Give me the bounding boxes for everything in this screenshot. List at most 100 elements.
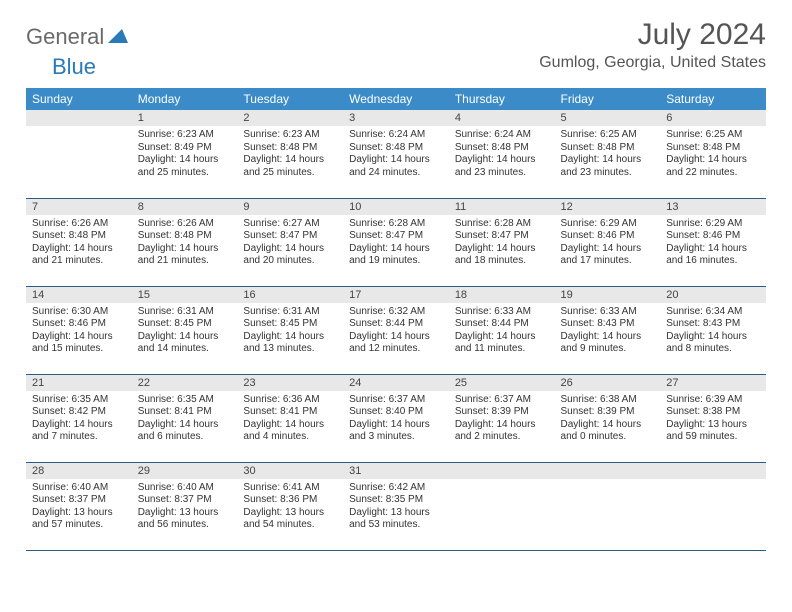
day-data: Sunrise: 6:37 AMSunset: 8:40 PMDaylight:…: [343, 391, 449, 449]
day-data: Sunrise: 6:26 AMSunset: 8:48 PMDaylight:…: [26, 215, 132, 273]
calendar-day-cell: 11Sunrise: 6:28 AMSunset: 8:47 PMDayligh…: [449, 198, 555, 286]
sunset-text: Sunset: 8:42 PM: [32, 406, 126, 419]
daylight-text: Daylight: 14 hours and 23 minutes.: [455, 154, 549, 179]
calendar-day-cell: 20Sunrise: 6:34 AMSunset: 8:43 PMDayligh…: [660, 286, 766, 374]
day-data: Sunrise: 6:28 AMSunset: 8:47 PMDaylight:…: [449, 215, 555, 273]
calendar-day-cell: 9Sunrise: 6:27 AMSunset: 8:47 PMDaylight…: [237, 198, 343, 286]
dayheader-thursday: Thursday: [449, 88, 555, 110]
sunset-text: Sunset: 8:48 PM: [243, 142, 337, 155]
day-number: 27: [660, 375, 766, 391]
sunrise-text: Sunrise: 6:24 AM: [349, 129, 443, 142]
sunset-text: Sunset: 8:46 PM: [32, 318, 126, 331]
day-number: 19: [555, 287, 661, 303]
day-data: Sunrise: 6:33 AMSunset: 8:44 PMDaylight:…: [449, 303, 555, 361]
day-number: [26, 110, 132, 126]
sunset-text: Sunset: 8:35 PM: [349, 494, 443, 507]
sunset-text: Sunset: 8:43 PM: [561, 318, 655, 331]
daylight-text: Daylight: 14 hours and 8 minutes.: [666, 331, 760, 356]
dayheader-saturday: Saturday: [660, 88, 766, 110]
day-number: 10: [343, 199, 449, 215]
day-data: Sunrise: 6:41 AMSunset: 8:36 PMDaylight:…: [237, 479, 343, 537]
day-data: Sunrise: 6:39 AMSunset: 8:38 PMDaylight:…: [660, 391, 766, 449]
sunset-text: Sunset: 8:40 PM: [349, 406, 443, 419]
daylight-text: Daylight: 13 hours and 56 minutes.: [138, 507, 232, 532]
day-number: 11: [449, 199, 555, 215]
day-number: 16: [237, 287, 343, 303]
brand-triangle-icon: [108, 27, 128, 48]
calendar-day-cell: 31Sunrise: 6:42 AMSunset: 8:35 PMDayligh…: [343, 462, 449, 550]
calendar-day-cell: 5Sunrise: 6:25 AMSunset: 8:48 PMDaylight…: [555, 110, 661, 198]
sunrise-text: Sunrise: 6:37 AM: [349, 394, 443, 407]
daylight-text: Daylight: 14 hours and 16 minutes.: [666, 243, 760, 268]
daylight-text: Daylight: 13 hours and 53 minutes.: [349, 507, 443, 532]
calendar-day-cell: 2Sunrise: 6:23 AMSunset: 8:48 PMDaylight…: [237, 110, 343, 198]
sunset-text: Sunset: 8:38 PM: [666, 406, 760, 419]
sunset-text: Sunset: 8:46 PM: [666, 230, 760, 243]
daylight-text: Daylight: 14 hours and 19 minutes.: [349, 243, 443, 268]
dayheader-tuesday: Tuesday: [237, 88, 343, 110]
day-header-row: Sunday Monday Tuesday Wednesday Thursday…: [26, 88, 766, 110]
calendar-day-cell: 29Sunrise: 6:40 AMSunset: 8:37 PMDayligh…: [132, 462, 238, 550]
calendar-day-cell: [449, 462, 555, 550]
calendar-day-cell: 19Sunrise: 6:33 AMSunset: 8:43 PMDayligh…: [555, 286, 661, 374]
calendar-day-cell: 25Sunrise: 6:37 AMSunset: 8:39 PMDayligh…: [449, 374, 555, 462]
calendar-day-cell: 10Sunrise: 6:28 AMSunset: 8:47 PMDayligh…: [343, 198, 449, 286]
daylight-text: Daylight: 13 hours and 57 minutes.: [32, 507, 126, 532]
sunset-text: Sunset: 8:41 PM: [138, 406, 232, 419]
calendar-day-cell: 8Sunrise: 6:26 AMSunset: 8:48 PMDaylight…: [132, 198, 238, 286]
sunrise-text: Sunrise: 6:25 AM: [561, 129, 655, 142]
day-number: 8: [132, 199, 238, 215]
sunset-text: Sunset: 8:49 PM: [138, 142, 232, 155]
sunset-text: Sunset: 8:39 PM: [561, 406, 655, 419]
calendar-day-cell: 18Sunrise: 6:33 AMSunset: 8:44 PMDayligh…: [449, 286, 555, 374]
title-block: July 2024 Gumlog, Georgia, United States: [539, 18, 766, 72]
sunset-text: Sunset: 8:41 PM: [243, 406, 337, 419]
day-number: 7: [26, 199, 132, 215]
day-data: Sunrise: 6:24 AMSunset: 8:48 PMDaylight:…: [343, 126, 449, 184]
day-number: [555, 463, 661, 479]
sunrise-text: Sunrise: 6:36 AM: [243, 394, 337, 407]
day-data: Sunrise: 6:32 AMSunset: 8:44 PMDaylight:…: [343, 303, 449, 361]
sunset-text: Sunset: 8:44 PM: [455, 318, 549, 331]
sunrise-text: Sunrise: 6:35 AM: [138, 394, 232, 407]
day-number: 29: [132, 463, 238, 479]
daylight-text: Daylight: 14 hours and 0 minutes.: [561, 419, 655, 444]
daylight-text: Daylight: 14 hours and 22 minutes.: [666, 154, 760, 179]
day-number: 26: [555, 375, 661, 391]
day-data: Sunrise: 6:37 AMSunset: 8:39 PMDaylight:…: [449, 391, 555, 449]
dayheader-wednesday: Wednesday: [343, 88, 449, 110]
calendar-day-cell: 4Sunrise: 6:24 AMSunset: 8:48 PMDaylight…: [449, 110, 555, 198]
day-number: 21: [26, 375, 132, 391]
daylight-text: Daylight: 14 hours and 9 minutes.: [561, 331, 655, 356]
sunrise-text: Sunrise: 6:23 AM: [138, 129, 232, 142]
calendar-day-cell: 15Sunrise: 6:31 AMSunset: 8:45 PMDayligh…: [132, 286, 238, 374]
daylight-text: Daylight: 13 hours and 59 minutes.: [666, 419, 760, 444]
day-data: Sunrise: 6:27 AMSunset: 8:47 PMDaylight:…: [237, 215, 343, 273]
sunset-text: Sunset: 8:48 PM: [138, 230, 232, 243]
calendar-day-cell: [26, 110, 132, 198]
calendar-day-cell: 16Sunrise: 6:31 AMSunset: 8:45 PMDayligh…: [237, 286, 343, 374]
sunset-text: Sunset: 8:45 PM: [243, 318, 337, 331]
day-number: [449, 463, 555, 479]
day-number: 18: [449, 287, 555, 303]
day-data: Sunrise: 6:30 AMSunset: 8:46 PMDaylight:…: [26, 303, 132, 361]
calendar-day-cell: [555, 462, 661, 550]
location-text: Gumlog, Georgia, United States: [539, 54, 766, 72]
sunrise-text: Sunrise: 6:27 AM: [243, 218, 337, 231]
calendar-week-row: 14Sunrise: 6:30 AMSunset: 8:46 PMDayligh…: [26, 286, 766, 374]
daylight-text: Daylight: 14 hours and 14 minutes.: [138, 331, 232, 356]
calendar-day-cell: 13Sunrise: 6:29 AMSunset: 8:46 PMDayligh…: [660, 198, 766, 286]
sunset-text: Sunset: 8:37 PM: [32, 494, 126, 507]
daylight-text: Daylight: 14 hours and 21 minutes.: [138, 243, 232, 268]
day-number: 4: [449, 110, 555, 126]
day-number: 6: [660, 110, 766, 126]
sunset-text: Sunset: 8:48 PM: [666, 142, 760, 155]
sunset-text: Sunset: 8:48 PM: [561, 142, 655, 155]
daylight-text: Daylight: 14 hours and 7 minutes.: [32, 419, 126, 444]
calendar-day-cell: 1Sunrise: 6:23 AMSunset: 8:49 PMDaylight…: [132, 110, 238, 198]
day-number: 14: [26, 287, 132, 303]
sunset-text: Sunset: 8:36 PM: [243, 494, 337, 507]
day-data: Sunrise: 6:38 AMSunset: 8:39 PMDaylight:…: [555, 391, 661, 449]
day-data: Sunrise: 6:31 AMSunset: 8:45 PMDaylight:…: [237, 303, 343, 361]
daylight-text: Daylight: 14 hours and 20 minutes.: [243, 243, 337, 268]
